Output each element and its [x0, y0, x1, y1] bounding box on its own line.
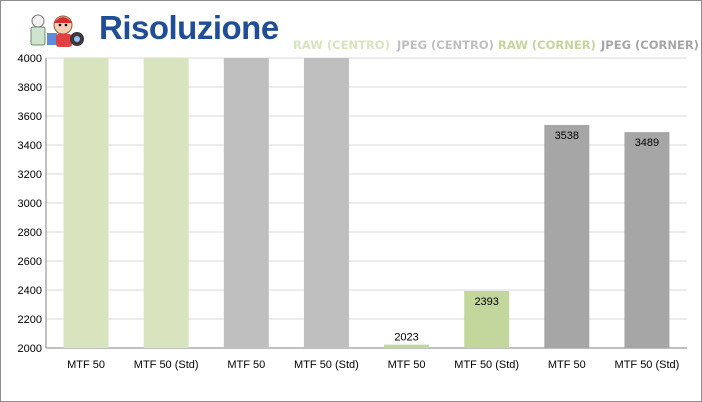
- y-tick-label: 2200: [18, 314, 42, 326]
- bar-5: [384, 344, 430, 348]
- x-tick-label: MTF 50 (Std): [454, 359, 519, 371]
- x-tick-label: MTF 50: [67, 359, 105, 371]
- y-tick-label: 2000: [18, 343, 42, 355]
- x-tick-label: MTF 50: [227, 359, 265, 371]
- bar-7: [544, 124, 590, 349]
- x-tick-label: MTF 50 (Std): [294, 359, 359, 371]
- data-label: 2023: [394, 332, 418, 344]
- x-tick-label: MTF 50 (Std): [615, 359, 680, 371]
- y-tick-label: 3800: [18, 82, 42, 94]
- chart-title: Risoluzione: [99, 9, 279, 46]
- x-tick-label: MTF 50: [548, 359, 586, 371]
- data-label: 3489: [635, 137, 659, 149]
- data-label: 2393: [474, 296, 498, 308]
- y-tick-label: 2600: [18, 256, 42, 268]
- x-tick-label: MTF 50 (Std): [134, 359, 199, 371]
- x-tick-label: MTF 50: [388, 359, 426, 371]
- bar-4: [303, 58, 349, 348]
- y-tick-label: 4000: [18, 53, 42, 65]
- y-tick-label: 3000: [18, 198, 42, 210]
- bar-2: [143, 58, 189, 348]
- bar-3: [223, 58, 269, 348]
- y-tick-label: 3600: [18, 111, 42, 123]
- data-label: 3538: [555, 130, 579, 142]
- mascot-logo-icon: [30, 14, 84, 47]
- legend-item-jpeg-corner: JPEG (CORNER): [601, 38, 699, 52]
- bar-1: [63, 58, 109, 348]
- bar-6: [464, 291, 510, 348]
- y-tick-label: 3400: [18, 140, 42, 152]
- y-tick-label: 3200: [18, 169, 42, 181]
- legend-item-raw-centro: RAW (CENTRO): [293, 38, 390, 52]
- legend-item-raw-corner: RAW (CORNER): [498, 38, 596, 52]
- y-tick-label: 2800: [18, 227, 42, 239]
- legend-item-jpeg-centro: JPEG (CENTRO): [397, 38, 494, 52]
- y-tick-label: 2400: [18, 285, 42, 297]
- bar-8: [624, 132, 670, 348]
